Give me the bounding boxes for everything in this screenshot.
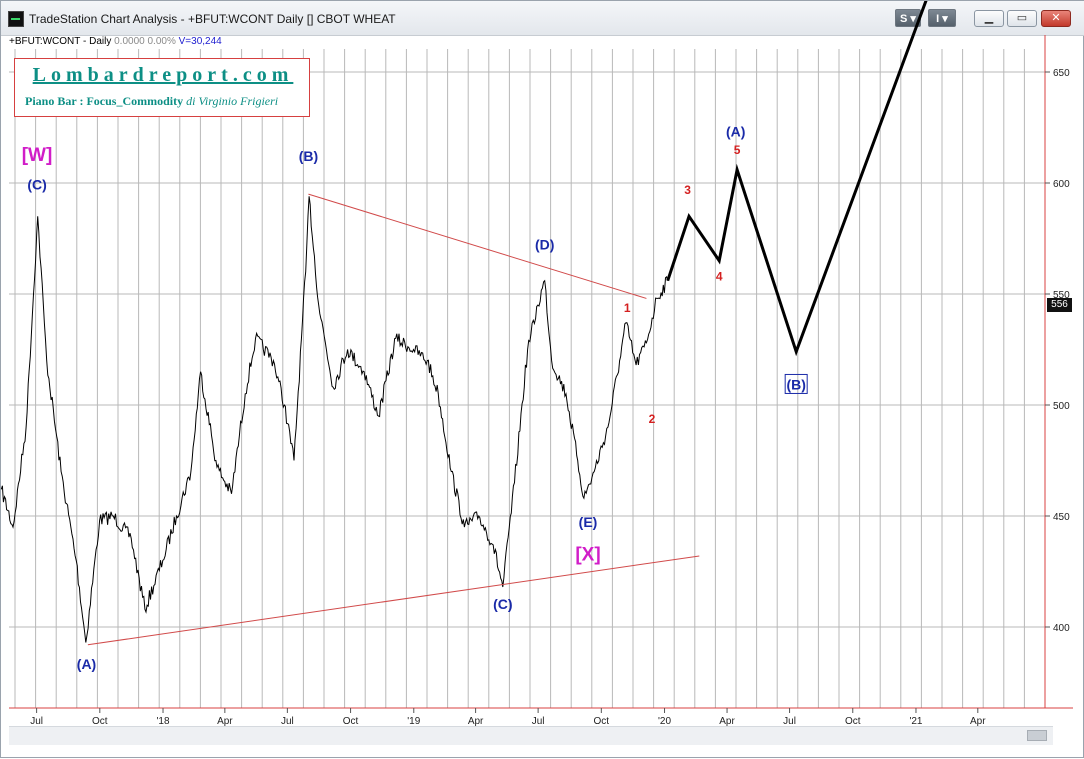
symbol-change: 0.0000 — [114, 36, 145, 47]
y-tick-label-0: 400 — [1053, 623, 1070, 634]
x-tick-label-0: Jul — [30, 716, 43, 727]
style-button-label: S — [900, 13, 908, 25]
title-bar[interactable]: TradeStation Chart Analysis - +BFUT:WCON… — [1, 1, 1084, 36]
chart-lines — [1, 1, 928, 646]
last-price-tag: 556 — [1047, 298, 1072, 312]
wave-label-14: (B) — [786, 376, 805, 392]
chart-app-icon — [8, 11, 24, 27]
scrollbar-thumb[interactable] — [1027, 730, 1047, 741]
x-axis: Jul Oct '18 Apr Jul Oct '19 Apr Jul Oct '20 Apr Jul O… — [30, 708, 986, 727]
wave-label-1: (C) — [27, 177, 46, 193]
logo-title: Lombardreport.com — [32, 64, 294, 86]
wave-label-3: (B) — [299, 148, 318, 164]
x-tick-label-9: Oct — [594, 716, 610, 727]
trendline-2 — [87, 555, 700, 646]
logo-author: di Virginio Frigieri — [186, 94, 279, 108]
maximize-button[interactable]: ▭ — [1007, 10, 1037, 27]
symbol-percent: 0.00% — [147, 36, 176, 47]
wave-labels: [W] (C) (A) (B) (C) (D) (E) [X] 1 2 3 4 (A) 5 (B) — [22, 123, 808, 672]
logo-subtitle-text: Piano Bar : Focus_Commodity — [25, 94, 184, 108]
lombardreport-logo: Lombardreport.com Piano Bar : Focus_Comm… — [14, 58, 310, 117]
wave-label-9: 2 — [649, 412, 656, 426]
x-tick-label-11: Apr — [719, 716, 735, 727]
x-tick-label-4: Jul — [281, 716, 294, 727]
x-tick-label-10: '20 — [658, 716, 671, 727]
close-icon: ✕ — [1051, 12, 1061, 24]
price-series — [1, 196, 669, 643]
wave-label-12: (A) — [726, 123, 745, 139]
wave-label-10: 3 — [684, 183, 691, 197]
wave-label-6: (E) — [579, 514, 598, 530]
maximize-icon: ▭ — [1016, 12, 1028, 24]
trendline-3 — [308, 193, 647, 299]
x-tick-label-1: Oct — [92, 716, 108, 727]
y-tick-label-2: 500 — [1053, 401, 1070, 412]
wave-label-5: (D) — [535, 237, 554, 253]
x-tick-label-2: '18 — [156, 716, 169, 727]
symbol-volume: V=30,244 — [178, 36, 222, 47]
x-tick-label-12: Jul — [783, 716, 796, 727]
symbol-name: +BFUT:WCONT - Daily — [9, 36, 112, 47]
window-title: TradeStation Chart Analysis - +BFUT:WCON… — [29, 12, 396, 26]
wave-label-13: 5 — [734, 143, 741, 157]
wave-label-0: [W] — [22, 145, 53, 166]
y-axis: 400450500550600650700 — [1045, 68, 1070, 634]
x-tick-label-5: Oct — [343, 716, 359, 727]
indicator-dropdown-button[interactable]: I ▾ — [928, 9, 956, 27]
wave-label-4: (C) — [493, 596, 512, 612]
style-dropdown-button[interactable]: S ▾ — [895, 9, 921, 27]
x-tick-label-8: Jul — [532, 716, 545, 727]
x-tick-label-14: '21 — [909, 716, 922, 727]
horizontal-scrollbar[interactable] — [9, 726, 1053, 745]
symbol-info: +BFUT:WCONT - Daily 0.0000 0.00% V=30,24… — [9, 36, 222, 47]
wave-label-2: (A) — [77, 656, 96, 672]
wave-label-7: [X] — [575, 544, 600, 565]
y-tick-label-3: 550 — [1053, 290, 1070, 301]
wave-label-11: 4 — [716, 270, 723, 284]
y-tick-label-5: 650 — [1053, 68, 1070, 79]
minimize-button[interactable]: ▁ — [974, 10, 1004, 27]
x-tick-label-15: Apr — [970, 716, 986, 727]
close-button[interactable]: ✕ — [1041, 10, 1071, 27]
x-tick-label-7: Apr — [468, 716, 484, 727]
y-tick-label-4: 600 — [1053, 179, 1070, 190]
wave-label-8: 1 — [624, 301, 631, 315]
minimize-icon: ▁ — [984, 12, 994, 24]
indicator-button-label: I — [936, 13, 940, 25]
wave-label-box-14 — [784, 373, 808, 394]
x-tick-label-6: '19 — [407, 716, 420, 727]
wave-projection-line — [666, 1, 928, 357]
y-tick-label-1: 450 — [1053, 512, 1070, 523]
chart-grid — [9, 35, 1073, 709]
x-tick-label-3: Apr — [217, 716, 233, 727]
logo-subtitle: Piano Bar : Focus_Commodity di Virginio … — [25, 94, 278, 109]
x-tick-label-13: Oct — [845, 716, 861, 727]
